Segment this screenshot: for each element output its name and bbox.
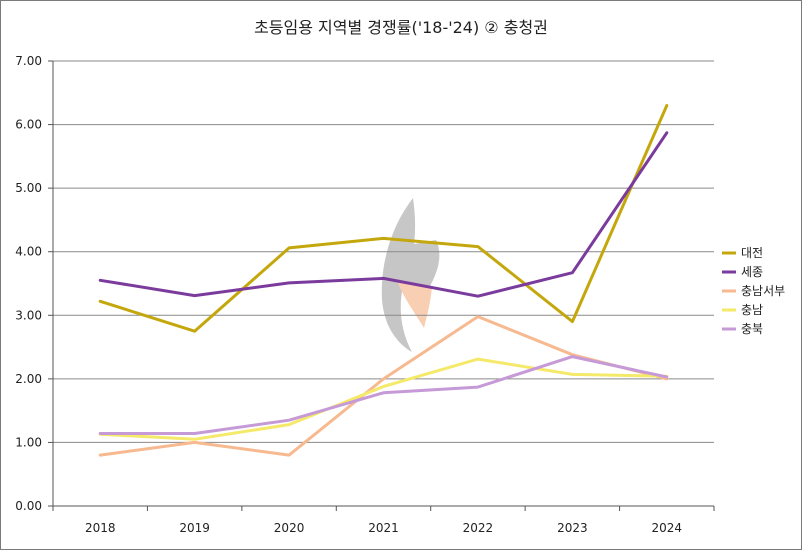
y-tick-label: 4.00 (15, 245, 42, 259)
x-tick-label: 2019 (179, 521, 210, 535)
series-line-1 (98, 104, 669, 333)
x-tick-label: 2023 (557, 521, 588, 535)
legend-label: 대전 (741, 246, 763, 260)
x-tick-label: 2021 (368, 521, 399, 535)
series-line-4 (98, 357, 669, 441)
y-tick-label: 0.00 (15, 499, 42, 513)
y-tick-label: 1.00 (15, 435, 42, 449)
y-tick-label: 5.00 (15, 181, 42, 195)
y-tick-label: 2.00 (15, 372, 42, 386)
x-tick-label: 2020 (274, 521, 305, 535)
series-line-5 (98, 355, 669, 435)
y-tick-label: 6.00 (15, 118, 42, 132)
chart-title: 초등임용 지역별 경쟁률('18-'24) ② 충청권 (254, 18, 548, 37)
legend-label: 세종 (741, 265, 763, 279)
legend-label: 충북 (741, 322, 763, 336)
legend-label: 충남서부 (741, 284, 785, 298)
x-tick-label: 2024 (652, 521, 683, 535)
legend-label: 충남 (741, 303, 763, 317)
x-tick-label: 2018 (85, 521, 116, 535)
series-line-2 (98, 131, 669, 298)
x-tick-label: 2022 (463, 521, 494, 535)
series-line-3 (98, 315, 669, 457)
y-tick-label: 3.00 (15, 308, 42, 322)
y-tick-label: 7.00 (15, 54, 42, 68)
watermark-logo (381, 198, 440, 352)
